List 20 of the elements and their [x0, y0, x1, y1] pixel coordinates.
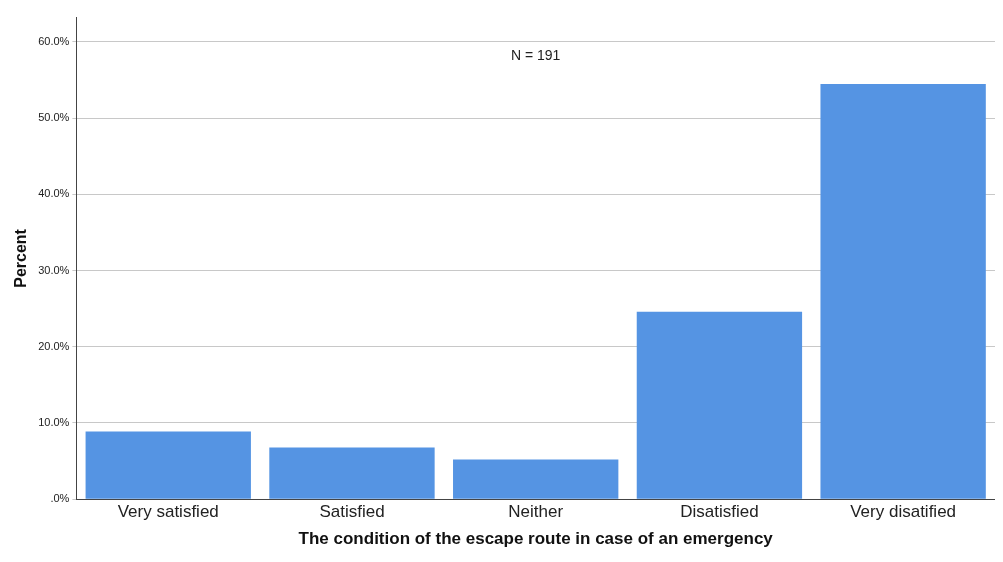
bar: [820, 83, 986, 499]
x-tick-label: Satisfied: [319, 502, 385, 522]
x-tick-label: Disatisfied: [680, 502, 759, 522]
y-tick-label: 10.0%: [38, 416, 70, 429]
y-tick-label: .0%: [50, 492, 70, 505]
x-tick-label: Neither: [508, 502, 564, 522]
bar: [85, 431, 251, 499]
y-axis-title: Percent: [12, 228, 30, 288]
bar: [636, 311, 803, 499]
y-tick-label: 50.0%: [38, 111, 70, 124]
bar: [269, 447, 435, 499]
x-tick-label: Very satisfied: [117, 502, 219, 522]
y-tick-label: 30.0%: [38, 263, 70, 276]
y-tick-label: 60.0%: [38, 35, 70, 48]
y-tick-label: 40.0%: [38, 187, 70, 200]
x-tick-label: Very disatified: [850, 502, 957, 522]
annotation: N = 191: [510, 46, 561, 63]
y-tick-label: 20.0%: [38, 339, 70, 352]
bar: [453, 459, 619, 499]
x-axis-title: The condition of the escape route in case of an emergency: [298, 529, 774, 549]
